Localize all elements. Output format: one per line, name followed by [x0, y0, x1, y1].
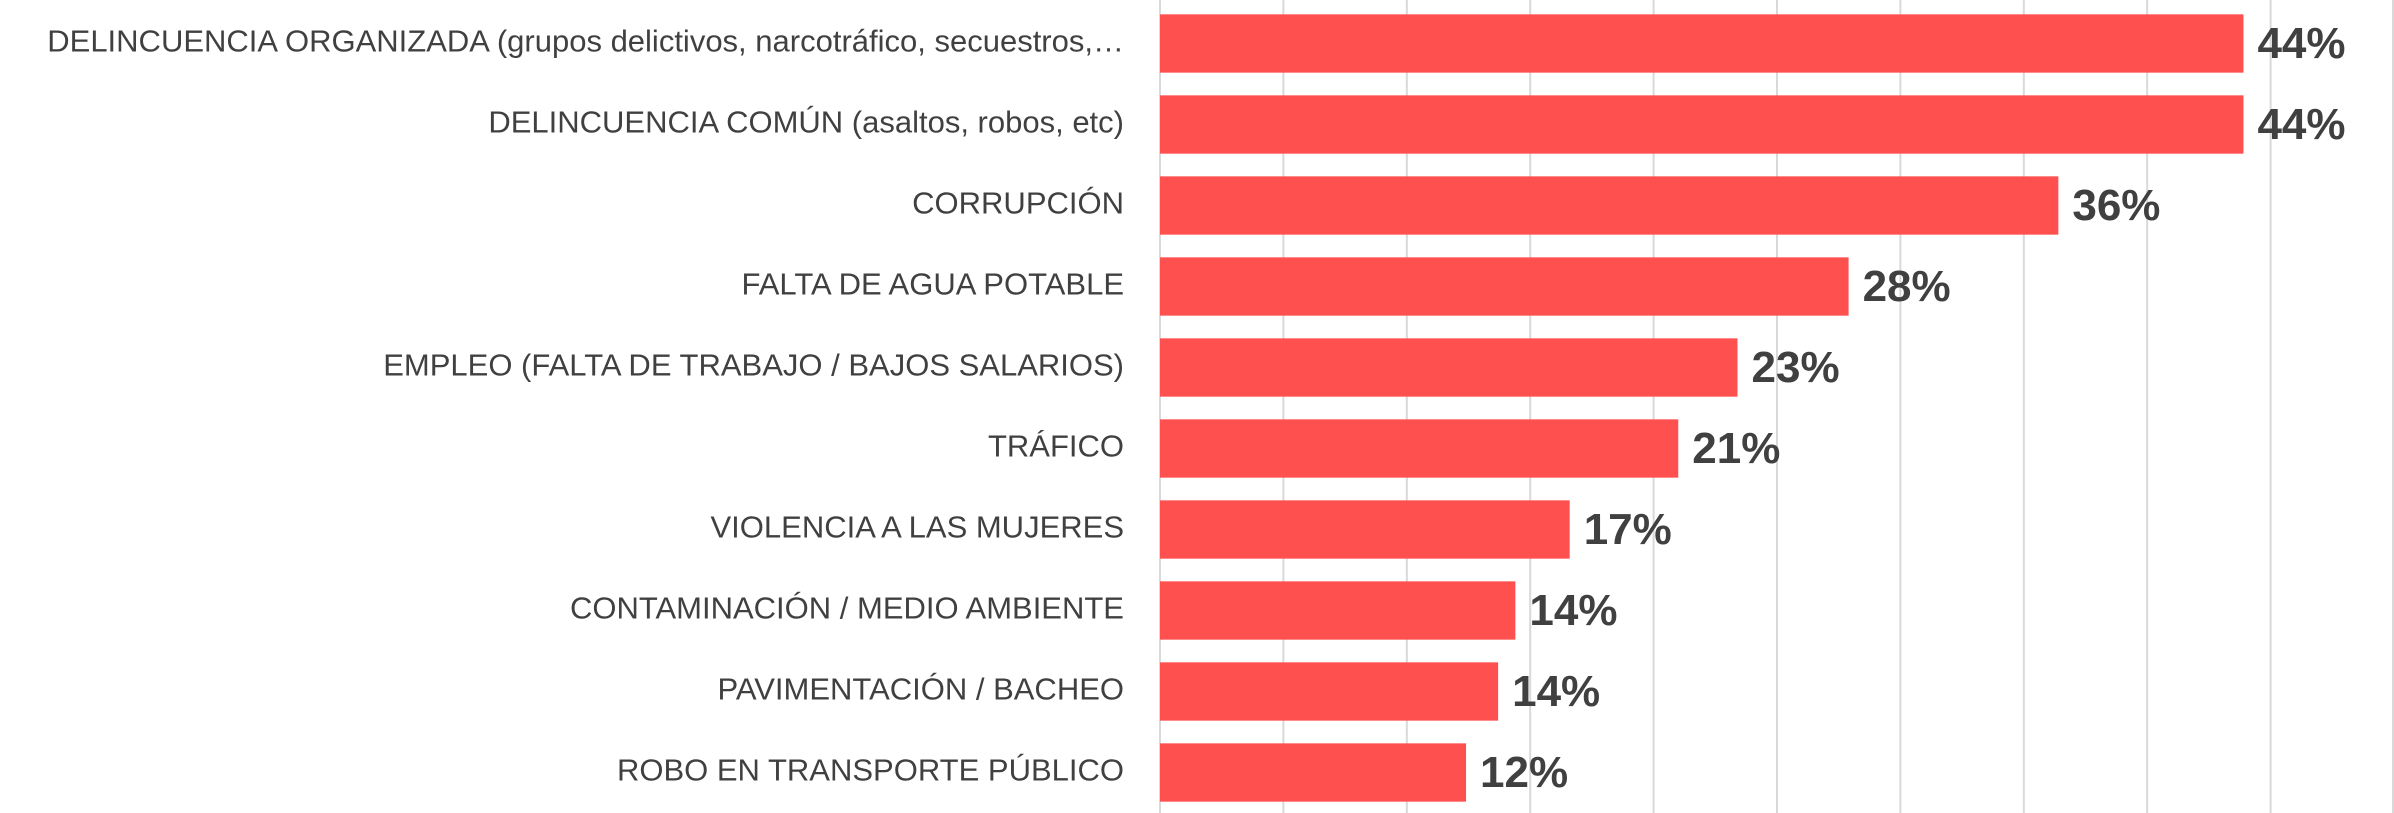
bar	[1160, 500, 1570, 559]
value-label: 17%	[1584, 505, 1672, 554]
value-label: 44%	[2257, 100, 2345, 149]
value-label: 21%	[1692, 424, 1780, 473]
bar	[1160, 176, 2059, 235]
category-label: PAVIMENTACIÓN / BACHEO	[718, 672, 1125, 707]
category-label: VIOLENCIA A LAS MUJERES	[711, 510, 1125, 545]
value-label: 44%	[2257, 19, 2345, 68]
category-label: EMPLEO (FALTA DE TRABAJO / BAJOS SALARIO…	[383, 348, 1124, 383]
bar	[1160, 581, 1516, 640]
category-label: FALTA DE AGUA POTABLE	[742, 267, 1124, 302]
category-label: DELINCUENCIA COMÚN (asaltos, robos, etc)	[488, 105, 1124, 140]
value-label: 36%	[2072, 181, 2160, 230]
bar	[1160, 95, 2244, 154]
bar	[1160, 419, 1679, 478]
bar	[1160, 743, 1467, 802]
value-label: 12%	[1480, 748, 1568, 797]
category-label: CONTAMINACIÓN / MEDIO AMBIENTE	[570, 591, 1124, 626]
category-label: DELINCUENCIA ORGANIZADA (grupos delictiv…	[47, 24, 1124, 59]
bar	[1160, 14, 2244, 73]
bar	[1160, 662, 1499, 721]
value-label: 14%	[1512, 667, 1600, 716]
value-label: 14%	[1529, 586, 1617, 635]
bar	[1160, 257, 1849, 316]
category-label: TRÁFICO	[988, 429, 1124, 464]
value-label: 28%	[1863, 262, 1951, 311]
value-label: 23%	[1752, 343, 1840, 392]
category-label: CORRUPCIÓN	[912, 186, 1124, 221]
category-label: ROBO EN TRANSPORTE PÚBLICO	[617, 753, 1124, 788]
bar	[1160, 338, 1738, 397]
